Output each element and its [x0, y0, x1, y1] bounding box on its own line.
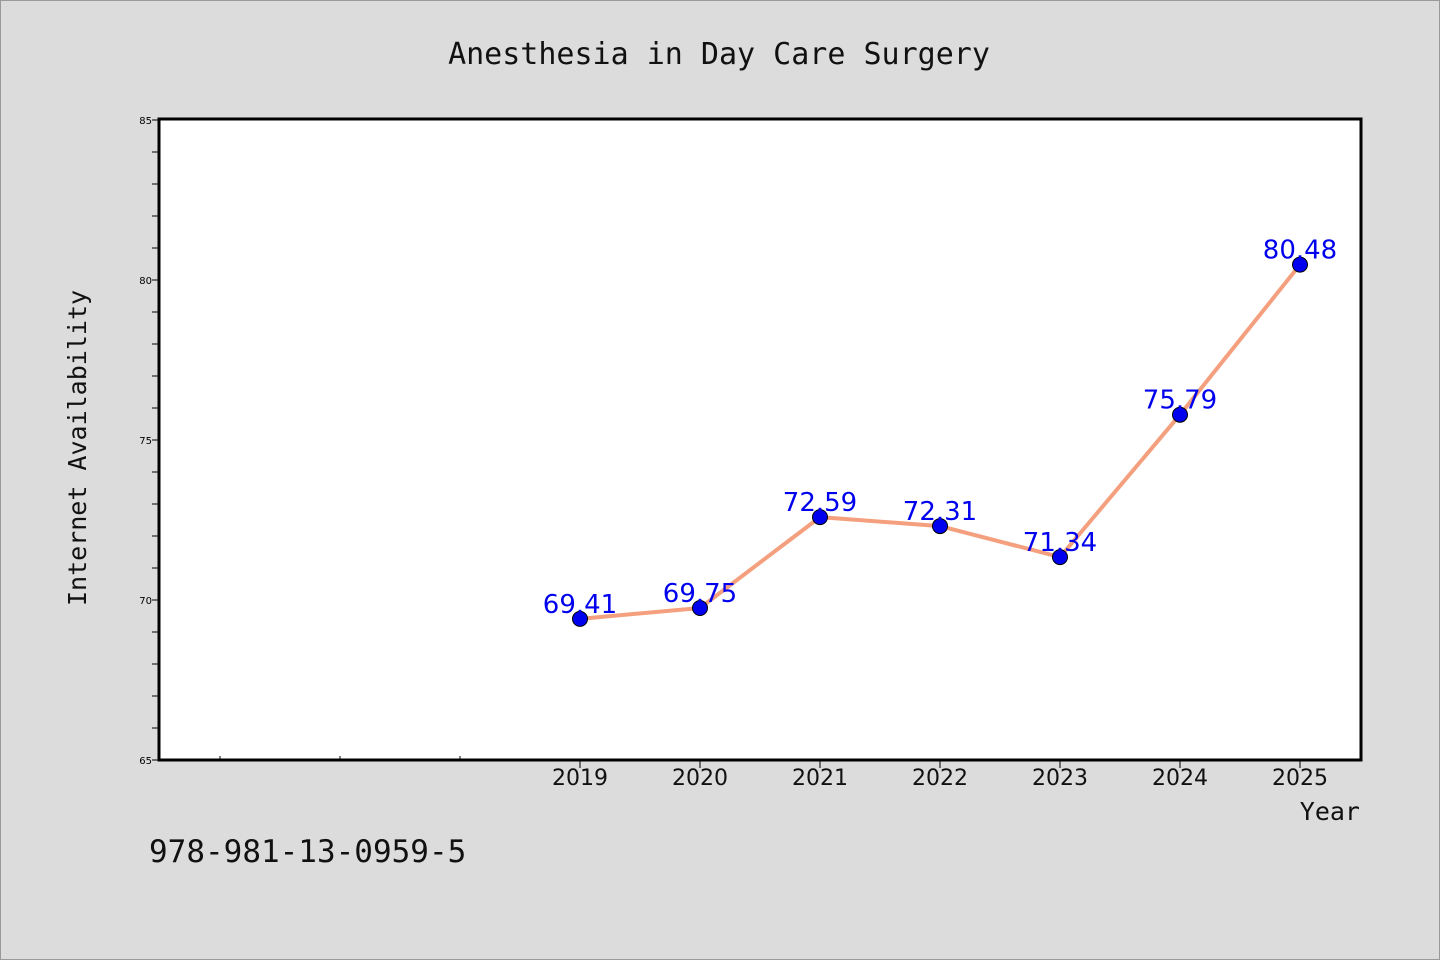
data-label: 72.59	[783, 488, 857, 518]
x-tick-label: 2022	[912, 766, 968, 791]
y-axis-ticks: 65 70 75 80 85	[139, 116, 160, 767]
plot-area	[157, 117, 1363, 762]
x-tick-label: 2023	[1032, 766, 1088, 791]
x-tick-label: 2020	[672, 766, 728, 791]
data-point	[932, 518, 948, 535]
chart-title: Anesthesia in Day Care Surgery	[448, 37, 990, 72]
y-axis-label: Internet Availability	[63, 290, 92, 606]
y-tick-label: 65	[139, 756, 152, 767]
x-tick-label: 2021	[792, 766, 848, 791]
data-point	[1172, 406, 1188, 423]
y-tick-label: 85	[139, 116, 152, 127]
isbn-footnote: 978-981-13-0959-5	[149, 834, 467, 870]
data-label: 71.34	[1023, 528, 1097, 558]
x-axis-ticks: 2019 2020 2021 2022 2023 2024 2025	[219, 756, 1328, 791]
series-group: 69.41 69.75 72.59 72.31 71.34 75.79 80.48	[543, 236, 1337, 627]
data-label: 75.79	[1143, 386, 1217, 416]
data-label: 69.75	[663, 579, 737, 609]
data-label: 69.41	[543, 590, 617, 620]
x-tick-label: 2024	[1152, 766, 1208, 791]
x-tick-label: 2019	[552, 766, 608, 791]
y-tick-label: 70	[139, 596, 152, 607]
y-tick-label: 80	[139, 276, 152, 287]
x-tick-label: 2025	[1272, 766, 1328, 791]
data-point	[692, 600, 708, 616]
y-tick-label: 75	[139, 436, 152, 447]
data-label: 72.31	[903, 497, 977, 527]
data-point	[812, 509, 828, 526]
data-point	[1292, 256, 1308, 273]
data-point	[572, 610, 588, 627]
x-axis-label: Year	[1300, 797, 1360, 826]
data-label: 80.48	[1263, 236, 1337, 266]
data-point	[1052, 549, 1068, 566]
